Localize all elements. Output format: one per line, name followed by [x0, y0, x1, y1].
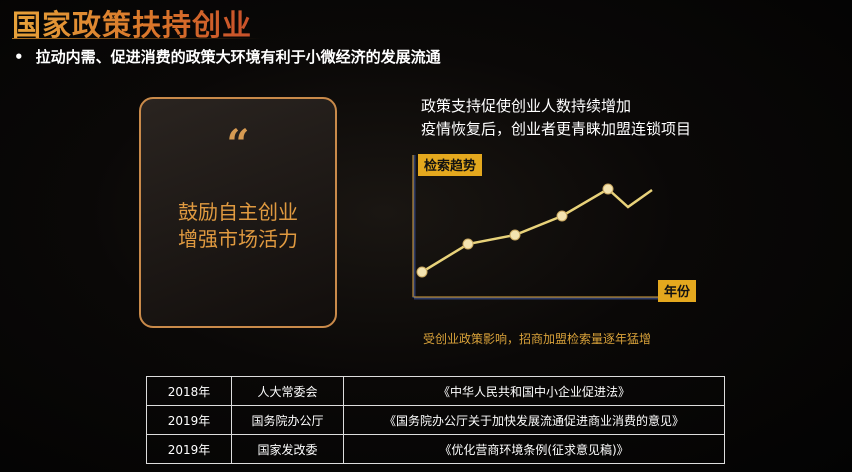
cell-document: 《国务院办公厅关于加快发展流通促进商业消费的意见》 — [343, 405, 725, 435]
x-axis-label: 年份 — [664, 284, 691, 300]
bullet-point: • 拉动内需、促进消费的政策大环境有利于小微经济的发展流通 — [14, 46, 441, 67]
table-row: 2019年 国务院办公厅 《国务院办公厅关于加快发展流通促进商业消费的意见》 — [146, 405, 725, 435]
trend-chart: 检索趋势 年份 — [412, 154, 696, 302]
x-label-box — [658, 280, 696, 302]
chart-caption: 受创业政策影响，招商加盟检索量逐年猛增 — [423, 332, 652, 346]
description: 政策支持促使创业人数持续增加 疫情恢复后，创业者更青睐加盟连锁项目 — [421, 95, 691, 141]
trend-point — [509, 229, 521, 241]
bullet-marker: • — [14, 48, 24, 66]
description-line-1: 政策支持促使创业人数持续增加 — [421, 97, 632, 115]
cell-year: 2018年 — [146, 376, 232, 406]
bullet-text: 拉动内需、促进消费的政策大环境有利于小微经济的发展流通 — [35, 48, 441, 66]
cell-agency: 国务院办公厅 — [231, 405, 344, 435]
table-row: 2018年 人大常委会 《中华人民共和国中小企业促进法》 — [146, 376, 725, 406]
trend-point — [602, 183, 614, 195]
policy-table: 2018年 人大常委会 《中华人民共和国中小企业促进法》 2019年 国务院办公厅 《国务… — [146, 376, 725, 464]
card-text: 鼓励自主创业 增强市场活力 — [141, 199, 335, 253]
card-line-2: 增强市场活力 — [178, 227, 298, 251]
y-axis-label: 检索趋势 — [424, 158, 476, 174]
description-line-2: 疫情恢复后，创业者更青睐加盟连锁项目 — [421, 120, 692, 138]
cell-document: 《优化营商环境条例(征求意见稿)》 — [343, 434, 725, 464]
trend-point — [556, 210, 568, 222]
card-line-1: 鼓励自主创业 — [178, 200, 298, 224]
highlight-card: “ 鼓励自主创业 增强市场活力 — [139, 97, 337, 328]
cell-agency: 人大常委会 — [231, 376, 344, 406]
cell-document: 《中华人民共和国中小企业促进法》 — [343, 376, 725, 406]
cell-year: 2019年 — [146, 405, 232, 435]
y-label-box — [418, 154, 482, 176]
trend-line — [421, 187, 653, 274]
trend-point — [462, 238, 474, 250]
cell-year: 2019年 — [146, 434, 232, 464]
table-row: 2019年 国家发改委 《优化营商环境条例(征求意见稿)》 — [146, 434, 725, 464]
trend-point — [416, 266, 428, 278]
cell-agency: 国家发改委 — [231, 434, 344, 464]
title-underline — [12, 38, 262, 39]
page-title: 国家政策扶持创业 — [12, 2, 252, 44]
quote-mark-icon: “ — [226, 121, 250, 168]
